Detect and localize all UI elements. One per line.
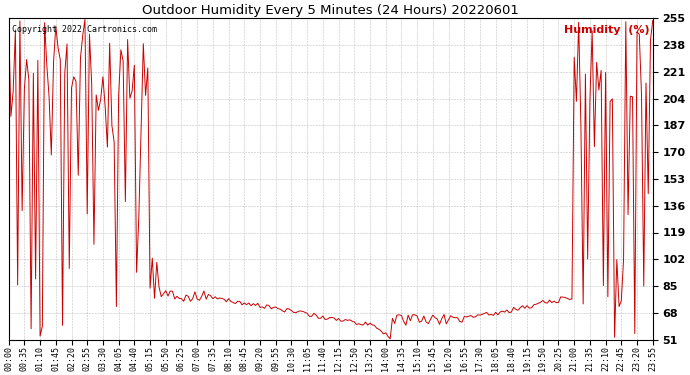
Text: Copyright 2022 Cartronics.com: Copyright 2022 Cartronics.com [12, 25, 157, 34]
Text: Humidity  (%): Humidity (%) [564, 25, 649, 35]
Title: Outdoor Humidity Every 5 Minutes (24 Hours) 20220601: Outdoor Humidity Every 5 Minutes (24 Hou… [142, 4, 519, 17]
